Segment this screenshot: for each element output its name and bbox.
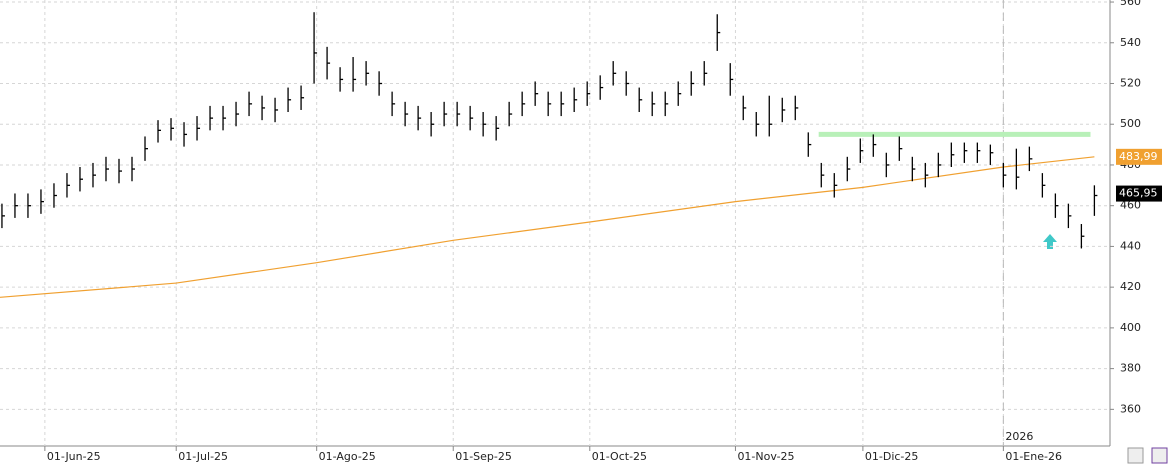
moving-average: [0, 156, 1095, 298]
x-tick-label: 01-Jul-25: [178, 450, 228, 463]
y-tick-label: 400: [1120, 321, 1141, 334]
y-tick-label: 520: [1120, 76, 1141, 89]
x-tick-label: 01-Oct-25: [592, 450, 647, 463]
x-tick-label: 01-Jun-25: [47, 450, 101, 463]
y-tick-label: 360: [1120, 402, 1141, 415]
x-tick-label: 01-Ago-25: [319, 450, 376, 463]
price-label: 465,95: [1119, 187, 1158, 200]
h-icon[interactable]: [1151, 447, 1168, 464]
price-label-box: [1116, 148, 1162, 165]
price-label: 483,99: [1119, 150, 1158, 163]
zoom-icon[interactable]: [1127, 447, 1144, 464]
price-label-box: [1116, 185, 1162, 202]
y-tick-label: 460: [1120, 199, 1141, 212]
y-tick-label: 560: [1120, 0, 1141, 8]
x-tick-label: 01-Ene-26: [1005, 450, 1062, 463]
y-tick-label: 500: [1120, 117, 1141, 130]
x-tick-label: 01-Nov-25: [737, 450, 794, 463]
x-tick-label: 01-Sep-25: [455, 450, 512, 463]
y-tick-label: 380: [1120, 362, 1141, 375]
y-tick-label: 540: [1120, 36, 1141, 49]
y-axis-panel: [1110, 0, 1171, 446]
y-tick-label: 440: [1120, 239, 1141, 252]
y-tick-label: 420: [1120, 280, 1141, 293]
arrow-icon: [1043, 234, 1057, 249]
x-tick-label: 01-Dic-25: [865, 450, 919, 463]
year-label: 2026: [1005, 430, 1033, 443]
